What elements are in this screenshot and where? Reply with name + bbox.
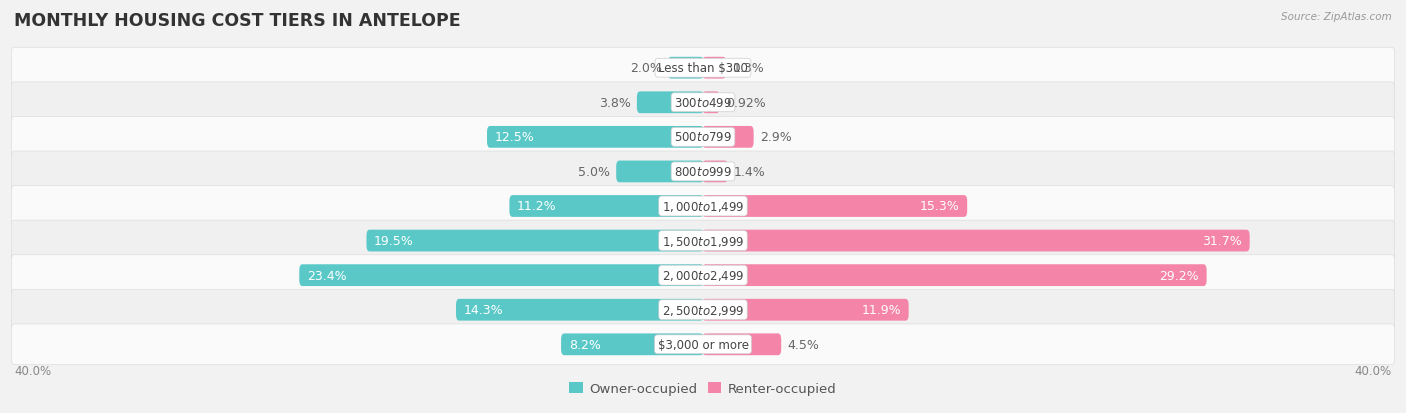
FancyBboxPatch shape: [11, 152, 1395, 192]
FancyBboxPatch shape: [703, 92, 720, 114]
Text: 31.7%: 31.7%: [1202, 235, 1241, 247]
Text: Less than $300: Less than $300: [658, 62, 748, 75]
Text: 40.0%: 40.0%: [1355, 365, 1392, 377]
Text: 19.5%: 19.5%: [374, 235, 413, 247]
FancyBboxPatch shape: [561, 334, 703, 355]
FancyBboxPatch shape: [11, 83, 1395, 123]
FancyBboxPatch shape: [703, 127, 754, 148]
Text: $500 to $799: $500 to $799: [673, 131, 733, 144]
Text: 5.0%: 5.0%: [578, 166, 610, 178]
Text: 8.2%: 8.2%: [568, 338, 600, 351]
Text: $1,000 to $1,499: $1,000 to $1,499: [662, 199, 744, 214]
FancyBboxPatch shape: [668, 58, 703, 79]
Text: 2.0%: 2.0%: [630, 62, 662, 75]
FancyBboxPatch shape: [11, 290, 1395, 330]
Text: 14.3%: 14.3%: [464, 304, 503, 316]
Text: 11.2%: 11.2%: [517, 200, 557, 213]
FancyBboxPatch shape: [11, 221, 1395, 261]
Text: 4.5%: 4.5%: [787, 338, 820, 351]
FancyBboxPatch shape: [11, 48, 1395, 89]
Text: $300 to $499: $300 to $499: [673, 97, 733, 109]
Text: 3.8%: 3.8%: [599, 97, 631, 109]
Text: 12.5%: 12.5%: [495, 131, 534, 144]
FancyBboxPatch shape: [11, 324, 1395, 365]
FancyBboxPatch shape: [509, 196, 703, 217]
Text: $2,500 to $2,999: $2,500 to $2,999: [662, 303, 744, 317]
FancyBboxPatch shape: [11, 117, 1395, 158]
FancyBboxPatch shape: [703, 196, 967, 217]
Text: Source: ZipAtlas.com: Source: ZipAtlas.com: [1281, 12, 1392, 22]
FancyBboxPatch shape: [703, 265, 1206, 286]
FancyBboxPatch shape: [486, 127, 703, 148]
Text: $1,500 to $1,999: $1,500 to $1,999: [662, 234, 744, 248]
Text: 0.92%: 0.92%: [725, 97, 765, 109]
FancyBboxPatch shape: [637, 92, 703, 114]
Text: $2,000 to $2,499: $2,000 to $2,499: [662, 268, 744, 282]
FancyBboxPatch shape: [11, 186, 1395, 227]
Text: $3,000 or more: $3,000 or more: [658, 338, 748, 351]
Text: 23.4%: 23.4%: [307, 269, 346, 282]
Legend: Owner-occupied, Renter-occupied: Owner-occupied, Renter-occupied: [564, 377, 842, 401]
FancyBboxPatch shape: [703, 161, 728, 183]
Text: 40.0%: 40.0%: [14, 365, 51, 377]
FancyBboxPatch shape: [703, 58, 725, 79]
FancyBboxPatch shape: [616, 161, 703, 183]
Text: 15.3%: 15.3%: [920, 200, 960, 213]
FancyBboxPatch shape: [456, 299, 703, 321]
Text: $800 to $999: $800 to $999: [673, 166, 733, 178]
Text: 1.4%: 1.4%: [734, 166, 766, 178]
Text: MONTHLY HOUSING COST TIERS IN ANTELOPE: MONTHLY HOUSING COST TIERS IN ANTELOPE: [14, 12, 461, 30]
Text: 1.3%: 1.3%: [733, 62, 763, 75]
FancyBboxPatch shape: [11, 255, 1395, 296]
Text: 2.9%: 2.9%: [759, 131, 792, 144]
FancyBboxPatch shape: [299, 265, 703, 286]
FancyBboxPatch shape: [703, 299, 908, 321]
FancyBboxPatch shape: [367, 230, 703, 252]
Text: 11.9%: 11.9%: [862, 304, 901, 316]
FancyBboxPatch shape: [703, 230, 1250, 252]
Text: 29.2%: 29.2%: [1160, 269, 1199, 282]
FancyBboxPatch shape: [703, 334, 782, 355]
